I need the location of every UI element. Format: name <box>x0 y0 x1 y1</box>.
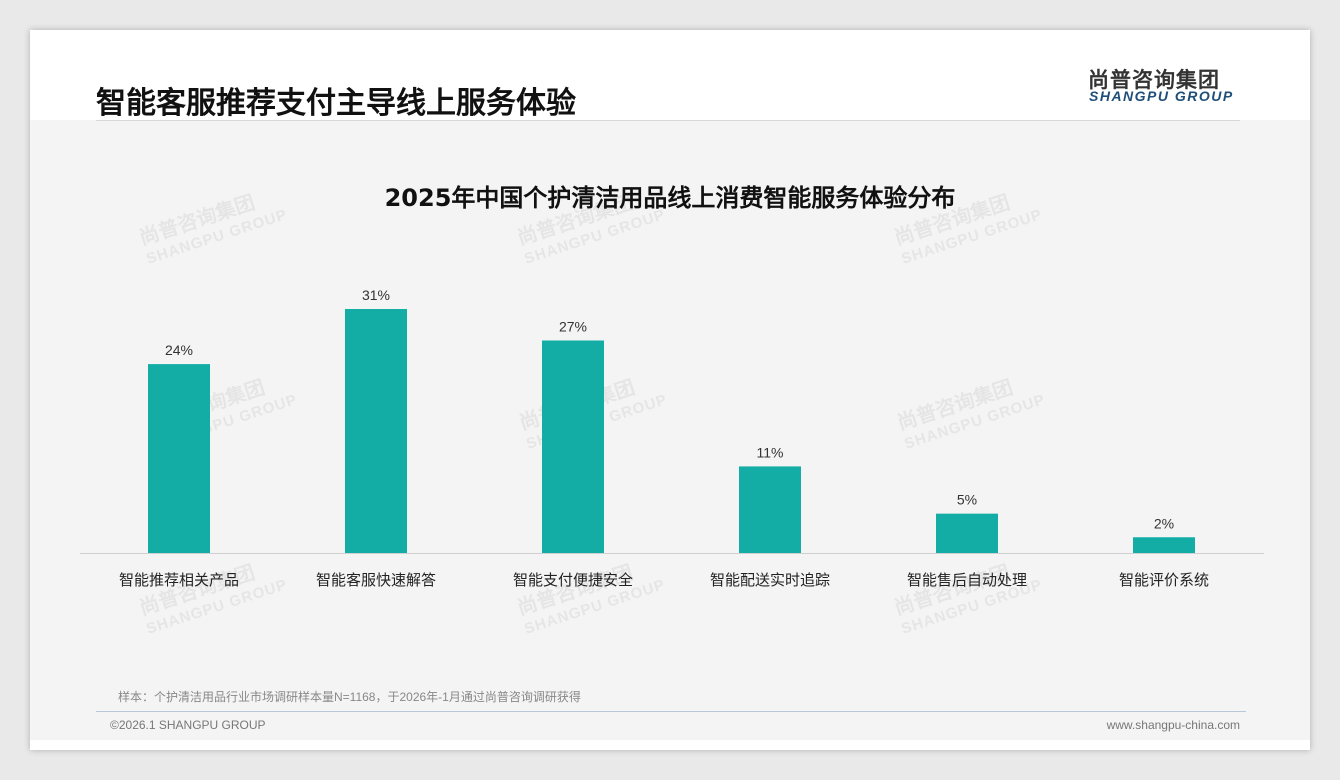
sample-note: 样本：个护清洁用品行业市场调研样本量N=1168，于2026年-1月通过尚普咨询… <box>118 690 581 704</box>
category-label: 智能推荐相关产品 <box>119 571 239 589</box>
bar <box>148 364 210 553</box>
content-area <box>30 120 1310 740</box>
footer-divider <box>96 711 1246 712</box>
bar <box>542 340 604 553</box>
logo-en: SHANGPU GROUP <box>1089 88 1234 104</box>
bar <box>345 309 407 553</box>
page-title: 智能客服推荐支付主导线上服务体验 <box>96 86 576 121</box>
data-label: 31% <box>362 287 390 303</box>
chart-title: 2025年中国个护清洁用品线上消费智能服务体验分布 <box>384 184 956 212</box>
logo-cn: 尚普咨询集团 <box>1088 68 1220 92</box>
header-divider <box>96 120 1240 121</box>
data-label: 11% <box>757 444 784 460</box>
bar <box>739 466 801 553</box>
data-label: 24% <box>165 342 193 358</box>
bar <box>1133 537 1195 553</box>
slide: 智能客服推荐支付主导线上服务体验 尚普咨询集团 SHANGPU GROUP 尚普… <box>30 30 1310 750</box>
data-label: 27% <box>559 318 587 334</box>
category-label: 智能配送实时追踪 <box>710 571 830 589</box>
category-label: 智能售后自动处理 <box>907 571 1027 589</box>
category-label: 智能评价系统 <box>1119 571 1209 589</box>
bar-chart: 24% 智能推荐相关产品 31% 智能客服快速解答 27% 智能支付便捷安全 11% 智能配送… <box>80 287 1264 589</box>
copyright: ©2026.1 SHANGPU GROUP <box>110 718 266 732</box>
category-label: 智能客服快速解答 <box>316 571 436 589</box>
data-label: 2% <box>1154 515 1174 531</box>
data-label: 5% <box>957 492 977 508</box>
website-link[interactable]: www.shangpu-china.com <box>1106 718 1240 732</box>
category-label: 智能支付便捷安全 <box>513 571 633 589</box>
bar <box>936 513 998 553</box>
